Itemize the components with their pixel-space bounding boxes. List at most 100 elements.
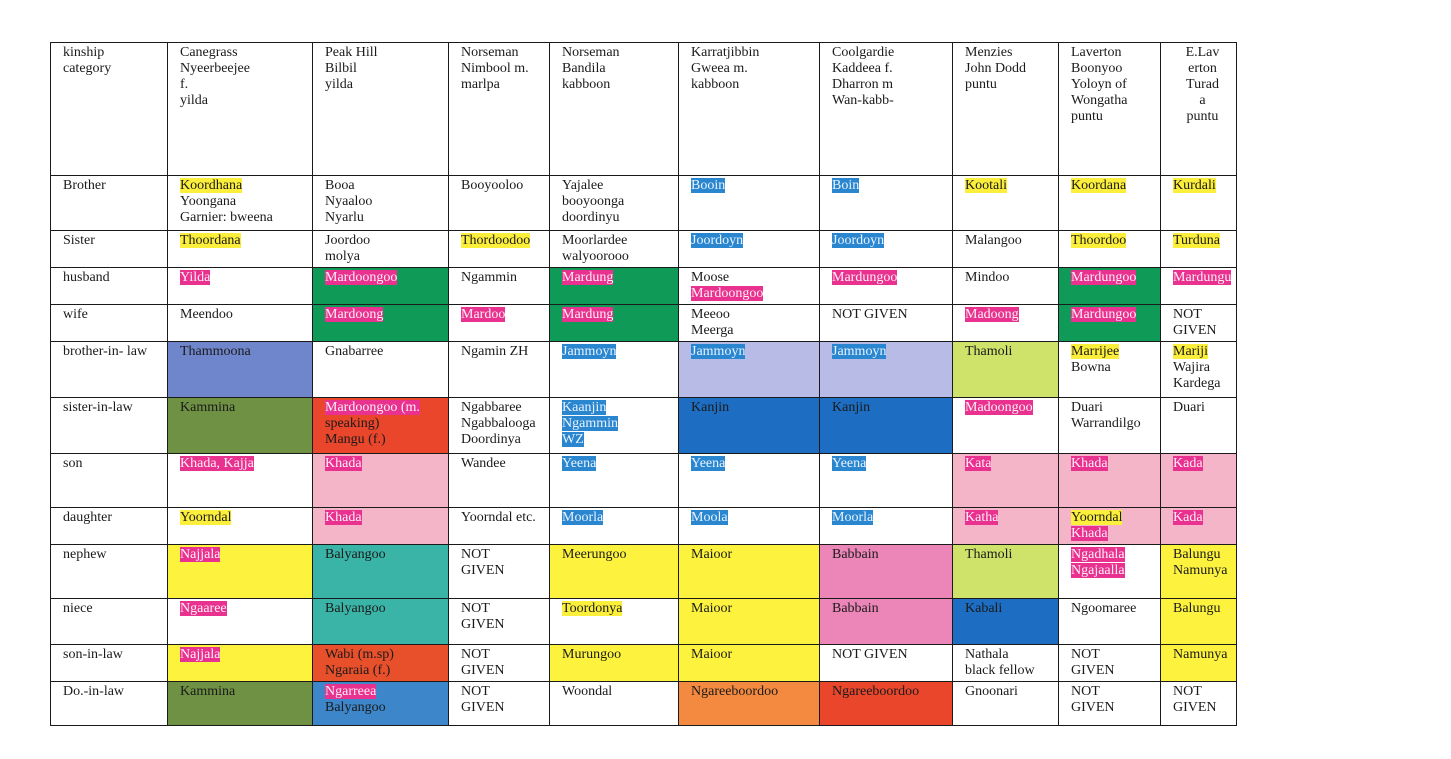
cell-line: NOT (461, 601, 545, 617)
kin-term-cell: Najjala (167, 544, 313, 599)
cell-line: booyoonga (562, 194, 674, 210)
kin-term-cell: Katha (952, 507, 1059, 545)
kin-term-cell: NOT GIVEN (819, 644, 953, 682)
kin-term-cell: NOT GIVEN (1058, 681, 1161, 726)
kinship-category-label: son (63, 456, 83, 471)
kin-term-cell: Mardungoo (1058, 267, 1161, 305)
cell-text: GIVEN (1071, 700, 1115, 715)
cell-line: Duari (1173, 400, 1232, 416)
cell-text: yilda (325, 77, 353, 92)
kin-term-cell: Kada (1160, 453, 1237, 508)
kin-term-cell: Ngadhala Ngajaalla (1058, 544, 1161, 599)
kinship-category-label: wife (63, 307, 88, 322)
cell-line: Balungu (1173, 547, 1232, 563)
cell-text: kabboon (562, 77, 611, 92)
table-row: niece Ngaaree Balyangoo NOT GIVEN Toordonya Ma… (50, 598, 1237, 645)
cell-text: Gnabarree (325, 344, 384, 359)
cell-line: GIVEN (461, 700, 545, 716)
kin-term-cell: Malangoo (952, 230, 1059, 268)
cell-line: Maioor (691, 601, 815, 617)
cell-text: Madoongoo (965, 400, 1033, 415)
cell-line: Murungoo (562, 647, 674, 663)
cell-text: Booyooloo (461, 178, 524, 193)
cell-text: Yeena (832, 456, 867, 471)
cell-line: Mariji (1173, 344, 1232, 360)
cell-text: E.Lav (1185, 45, 1220, 60)
kin-term-cell: Mardoongoo (m. speaking) Mangu (f.) (312, 397, 449, 454)
cell-text: puntu (965, 77, 997, 92)
cell-line: Bilbil (325, 61, 444, 77)
cell-line: Joordoo (325, 233, 444, 249)
cell-text: Kaddeea f. (832, 61, 893, 76)
cell-line: Yeena (562, 456, 674, 472)
cell-text: John Dodd (965, 61, 1027, 76)
kinship-category-cell: nephew (50, 544, 168, 599)
cell-line: Dharron m (832, 77, 948, 93)
location-header: Norseman Nimbool m. marlpa (448, 42, 550, 176)
kinship-category-label: sister-in-law (63, 400, 133, 415)
kin-term-cell: Kanjin (678, 397, 820, 454)
cell-line: Boin (832, 178, 948, 194)
cell-text: Ngaaree (180, 601, 227, 616)
cell-text: NOT GIVEN (832, 307, 908, 322)
cell-text: Yoongana (180, 194, 237, 209)
cell-text: Coolgardie (832, 45, 895, 60)
kin-term-cell: Joordoo molya (312, 230, 449, 268)
cell-line: Ngammin (461, 270, 545, 286)
cell-text: Moorla (562, 510, 604, 525)
kin-term-cell: Murungoo (549, 644, 679, 682)
cell-line: Maioor (691, 547, 815, 563)
cell-text: Yoloyn of (1071, 77, 1127, 92)
cell-text: Kammina (180, 684, 236, 699)
cell-text: Ngammin (461, 270, 517, 285)
cell-line: Menzies (965, 45, 1054, 61)
cell-line: Balungu (1173, 601, 1232, 617)
kin-term-cell: Namunya (1160, 644, 1237, 682)
cell-text: Laverton (1071, 45, 1122, 60)
location-header: Karratjibbin Gweea m. kabboon (678, 42, 820, 176)
kin-term-cell: Jammoyn (819, 341, 953, 398)
cell-line: Mindoo (965, 270, 1054, 286)
kin-term-cell: Yilda (167, 267, 313, 305)
kin-term-cell: Boin (819, 175, 953, 231)
kin-term-cell: Meerungoo (549, 544, 679, 599)
cell-line: Mardoongoo (325, 270, 444, 286)
kin-term-cell: Joordoyn (819, 230, 953, 268)
cell-text: walyoorooo (562, 249, 629, 264)
cell-line: GIVEN (461, 563, 545, 579)
cell-text: GIVEN (1071, 663, 1115, 678)
cell-line: Turduna (1173, 233, 1232, 249)
cell-line: Duari (1071, 400, 1156, 416)
cell-text: f. (180, 77, 189, 92)
cell-text: Canegrass (180, 45, 238, 60)
kin-term-cell: Turduna (1160, 230, 1237, 268)
kin-term-cell: Mardoo (448, 304, 550, 342)
cell-line: black fellow (965, 663, 1054, 679)
cell-line: Thoordoo (1071, 233, 1156, 249)
kin-term-cell: Thamoli (952, 544, 1059, 599)
cell-text: Khada (1071, 526, 1108, 541)
kin-term-cell: Mariji Wajira Kardega (1160, 341, 1237, 398)
table-row: son-in-law Najjala Wabi (m.sp) Ngaraia (f.)… (50, 644, 1237, 682)
cell-text: Khada, Kajja (180, 456, 254, 471)
cell-text: Mardoo (461, 307, 506, 322)
cell-text: Yoorndal (1071, 510, 1123, 525)
cell-line: NOT (1071, 684, 1156, 700)
table-row: daughter Yoorndal Khada Yoorndal etc. Moorla… (50, 507, 1237, 545)
kinship-category-cell: wife (50, 304, 168, 342)
cell-line: Ngoomaree (1071, 601, 1156, 617)
cell-line: Ngaraia (f.) (325, 663, 444, 679)
kin-term-cell: Maioor (678, 544, 820, 599)
cell-text: Jammoyn (691, 344, 746, 359)
kin-term-cell: Balungu (1160, 598, 1237, 645)
kin-term-cell: Ngareeboordoo (819, 681, 953, 726)
kin-term-cell: Moose Mardoongoo (678, 267, 820, 305)
cell-text: Kammina (180, 400, 236, 415)
kin-term-cell: Yajalee booyoonga doordinyu (549, 175, 679, 231)
cell-line: Yoorndal (1071, 510, 1156, 526)
cell-line: Booa (325, 178, 444, 194)
cell-line: Nyarlu (325, 210, 444, 226)
kin-term-cell: Marrijee Bowna (1058, 341, 1161, 398)
cell-text: Booa (325, 178, 355, 193)
kinship-category-cell: husband (50, 267, 168, 305)
